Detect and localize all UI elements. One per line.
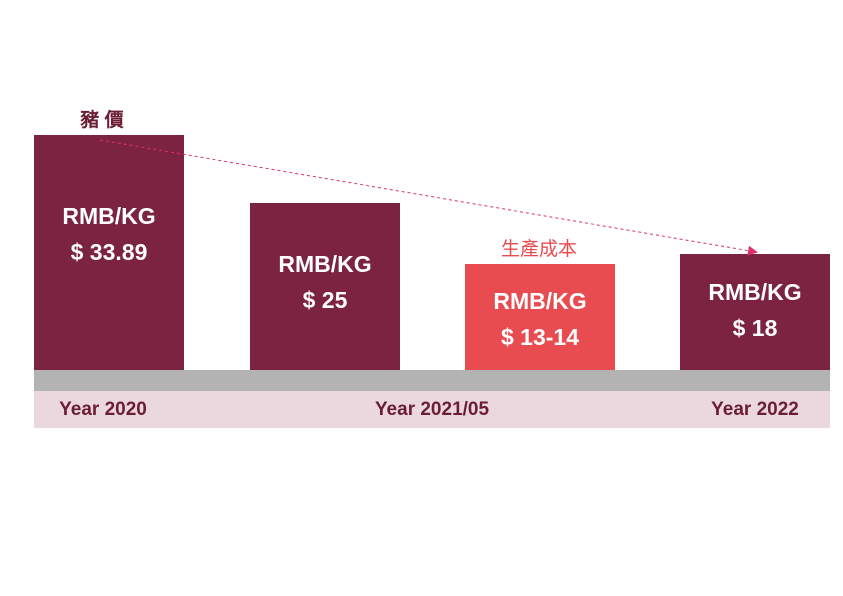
bar	[34, 135, 184, 370]
period-label: Year 2020	[59, 399, 147, 420]
cost-label: 生產成本	[501, 238, 577, 260]
period-label: Year 2022	[711, 399, 799, 420]
bar-price: $ 25	[303, 287, 348, 313]
trend-arrow	[99, 139, 758, 256]
bar-price: $ 13-14	[501, 324, 579, 350]
period-strip	[34, 391, 830, 428]
bar	[250, 203, 400, 370]
price-label: 豬 價	[79, 108, 124, 131]
bar-unit: RMB/KG	[62, 203, 155, 229]
bar	[465, 264, 615, 370]
period-label: Year 2021/05	[375, 399, 490, 420]
bar-price: $ 18	[733, 315, 778, 341]
bar-price: $ 33.89	[71, 239, 148, 265]
bar-unit: RMB/KG	[493, 288, 586, 314]
bar-unit: RMB/KG	[278, 251, 371, 277]
base-strip	[34, 370, 830, 391]
bar-unit: RMB/KG	[708, 279, 801, 305]
bar	[680, 254, 830, 370]
